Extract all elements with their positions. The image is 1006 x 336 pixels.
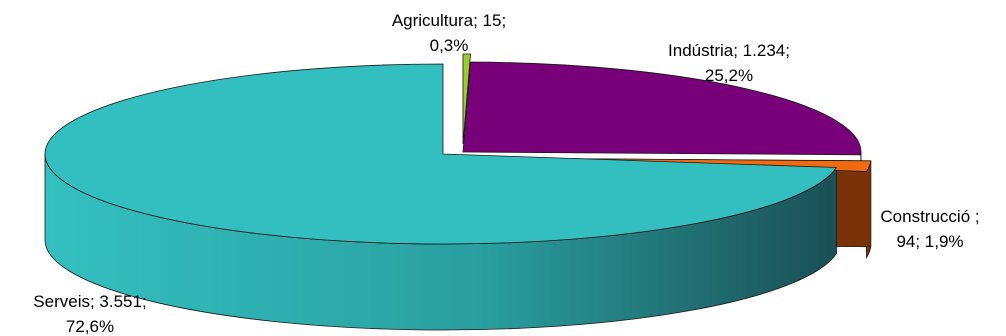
data-label-industria: Indústria; 1.234; 25,2%	[668, 41, 790, 85]
data-label-agricultura: Agricultura; 15; 0,3%	[392, 11, 506, 55]
pie-slice-serveis	[44, 63, 838, 245]
pie-slice-industria	[462, 61, 862, 156]
pie-top-faces	[44, 53, 872, 245]
pie-slice-agricultura	[462, 53, 471, 145]
data-label-serveis: Serveis; 3.551; 72,6%	[33, 292, 146, 336]
data-label-construccio: Construcció ; 94; 1,9%	[880, 207, 979, 251]
pie-labels: Agricultura; 15; 0,3% Indústria; 1.234; 25,…	[33, 11, 979, 336]
